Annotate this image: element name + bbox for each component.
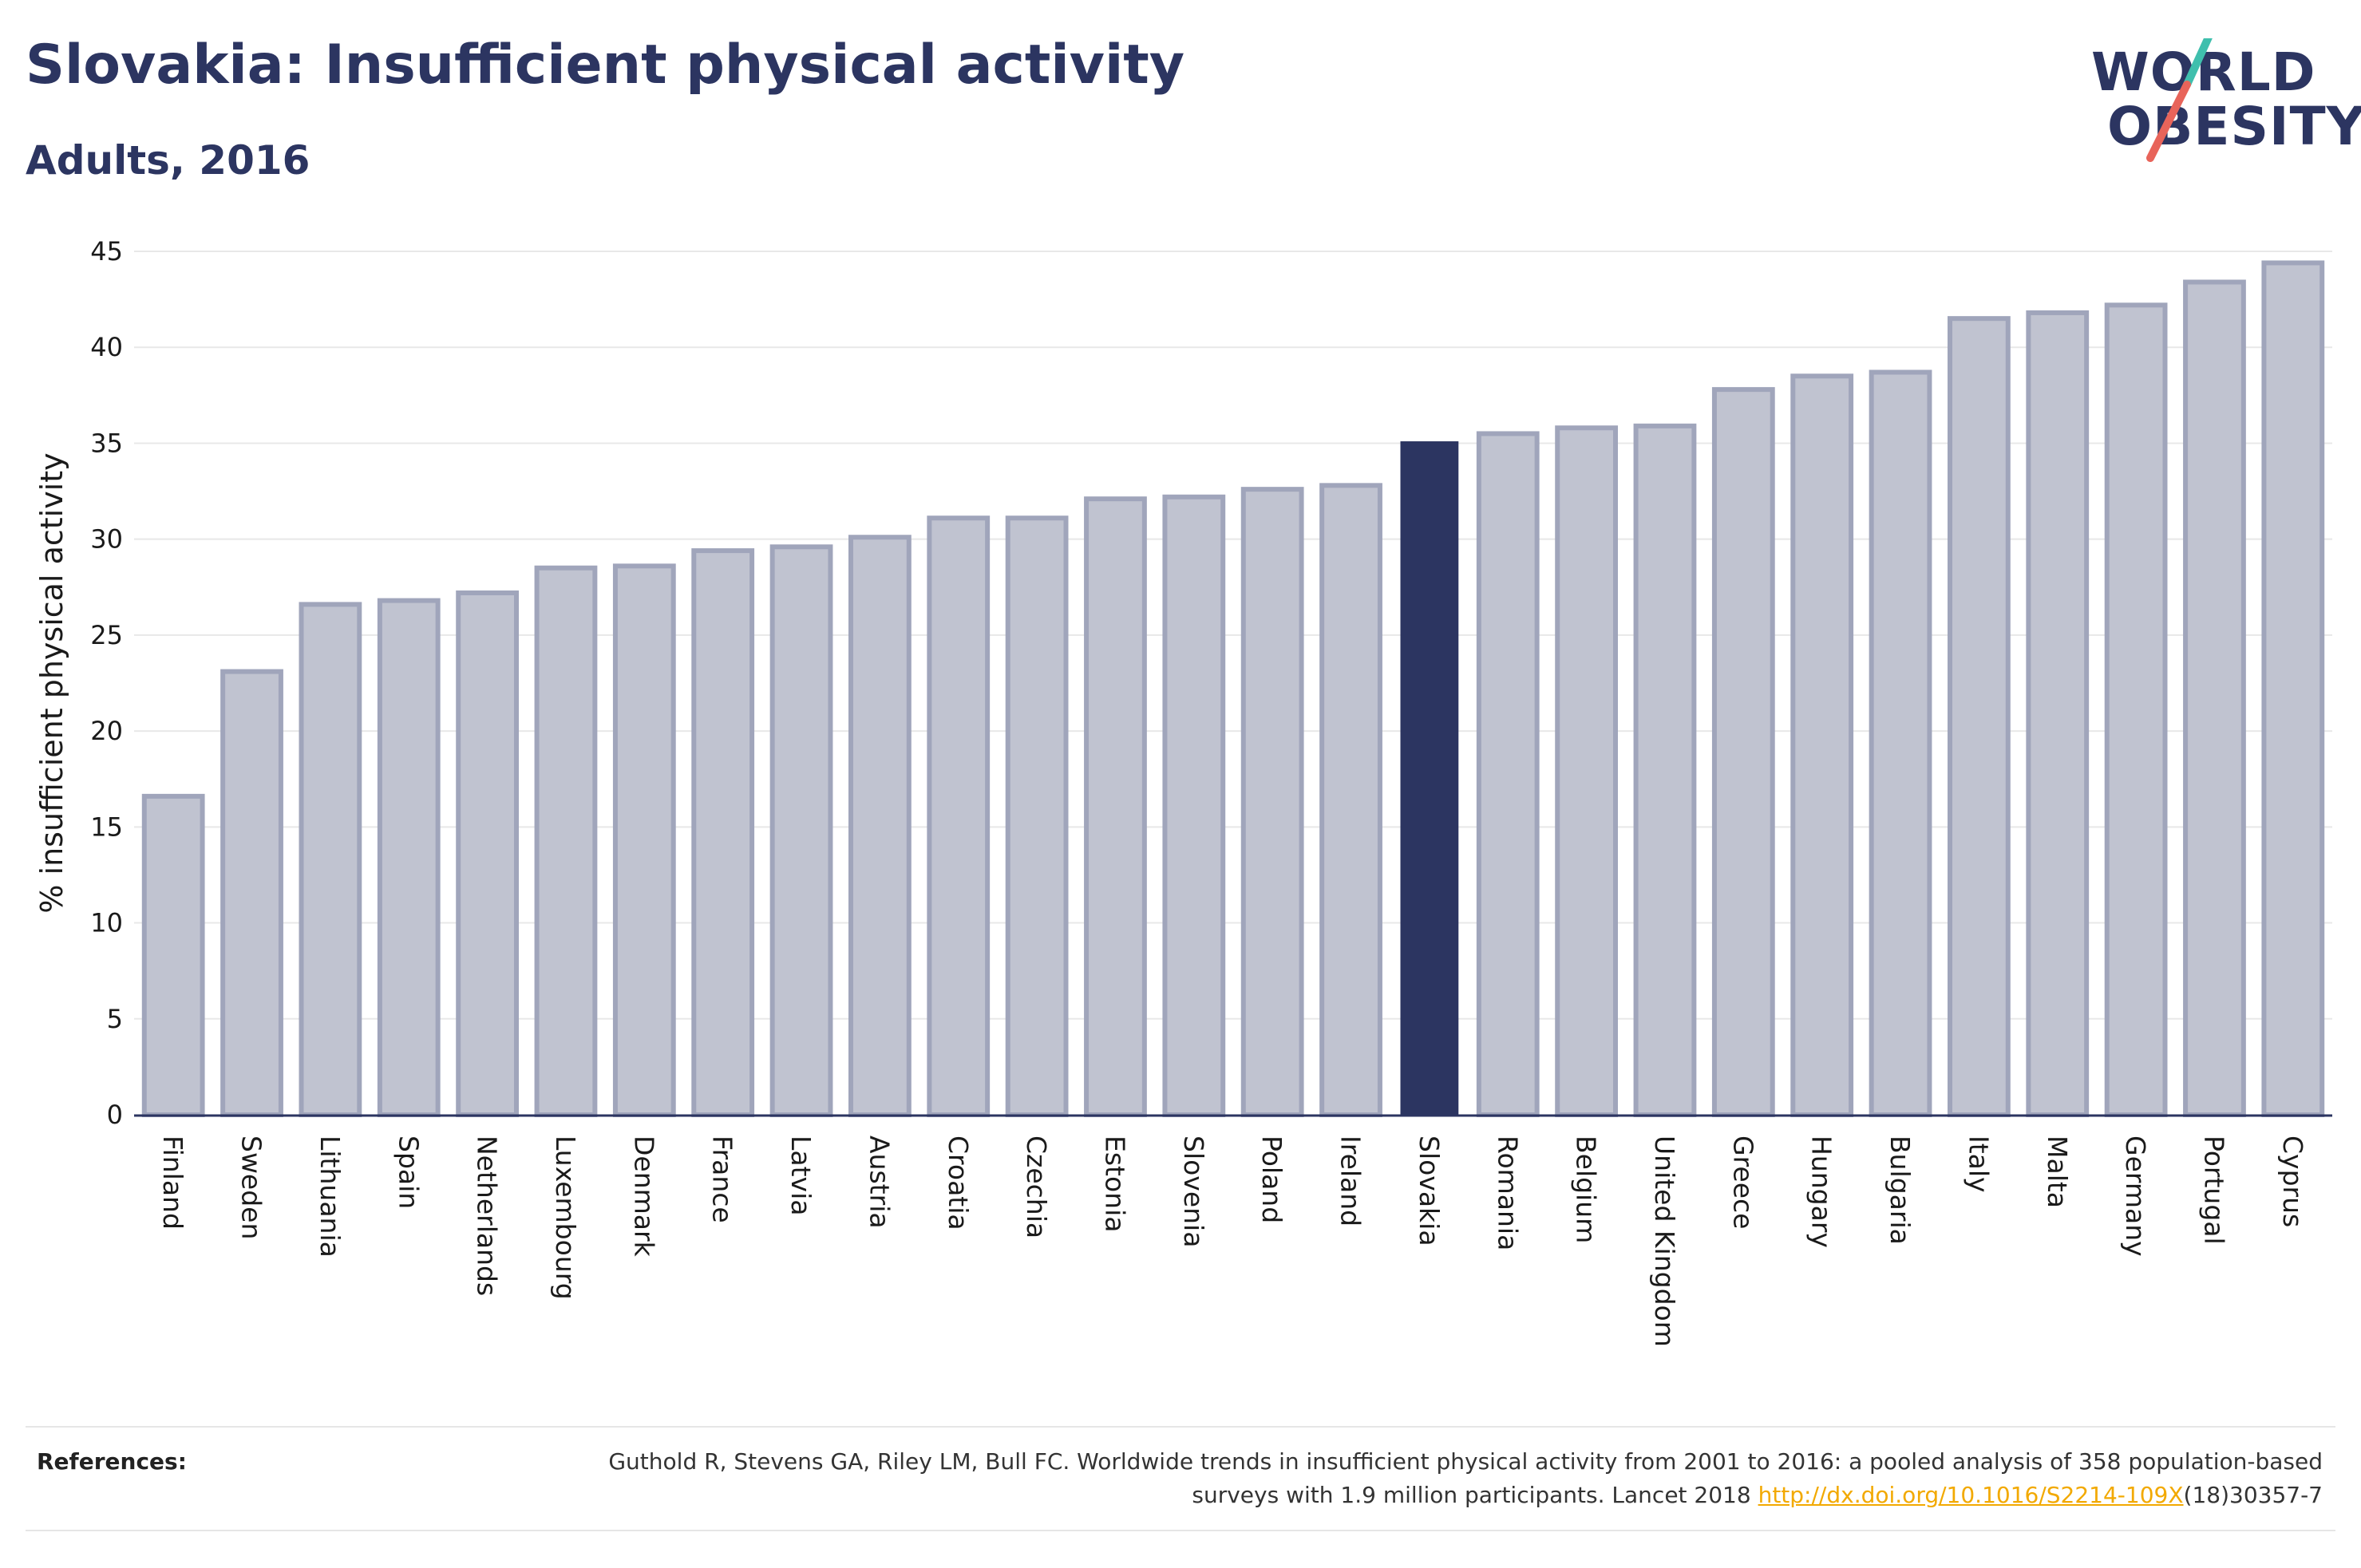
y-tick-label: 45 — [90, 236, 123, 267]
x-tick-label: Poland — [1256, 1136, 1287, 1223]
references-panel: References: Guthold R, Stevens GA, Riley… — [26, 1426, 2335, 1531]
x-tick-label: Czechia — [1021, 1136, 1052, 1238]
x-tick-label: Spain — [393, 1136, 424, 1209]
y-tick-label: 5 — [107, 1004, 123, 1034]
x-tick-label: Hungary — [1806, 1136, 1837, 1248]
bar-malta — [2026, 310, 2090, 1118]
x-tick-label: Slovakia — [1414, 1136, 1445, 1246]
bar-bulgaria — [1869, 369, 1932, 1118]
references-label: References: — [37, 1448, 187, 1475]
references-citation: Guthold R, Stevens GA, Riley LM, Bull FC… — [608, 1448, 2323, 1508]
bar-netherlands — [456, 590, 519, 1118]
bar-luxembourg — [534, 565, 598, 1117]
x-axis-ticks: Finland Sweden Lithuania Spain Netherlands Lu… — [157, 1136, 2308, 1347]
y-tick-label: 25 — [90, 620, 123, 650]
bar-belgium — [1555, 425, 1618, 1118]
bar-united-kingdom — [1633, 423, 1697, 1117]
bar-france — [691, 548, 755, 1117]
x-tick-label: Croatia — [943, 1136, 974, 1230]
bar-croatia — [927, 515, 991, 1117]
x-tick-label: Austria — [864, 1136, 895, 1229]
x-tick-label: Cyprus — [2277, 1136, 2308, 1227]
references-text: Guthold R, Stevens GA, Riley LM, Bull FC… — [567, 1445, 2323, 1512]
y-tick-label: 20 — [90, 716, 123, 746]
bar-chart: 0 5 10 15 20 25 30 35 40 45 Finland Sweden Lithuani… — [34, 236, 2332, 1347]
bars — [141, 260, 2325, 1118]
x-tick-label: Estonia — [1099, 1136, 1130, 1232]
x-tick-label: Bulgaria — [1884, 1136, 1916, 1245]
x-tick-label: Portugal — [2198, 1136, 2229, 1245]
y-tick-label: 15 — [90, 812, 123, 842]
bar-estonia — [1084, 496, 1147, 1117]
x-tick-label: Ireland — [1335, 1136, 1366, 1226]
bar-denmark — [612, 563, 676, 1117]
bar-cyprus — [2261, 260, 2325, 1118]
x-tick-label: Netherlands — [472, 1136, 503, 1296]
x-tick-label: Malta — [2042, 1136, 2073, 1208]
bar-portugal — [2183, 279, 2246, 1118]
x-tick-label: Sweden — [236, 1136, 267, 1239]
x-tick-label: Greece — [1727, 1136, 1758, 1229]
bar-greece — [1711, 387, 1775, 1117]
y-tick-label: 0 — [107, 1100, 123, 1130]
x-tick-label: Germany — [2120, 1136, 2151, 1257]
x-tick-label: Latvia — [785, 1136, 817, 1215]
bar-latvia — [769, 544, 833, 1118]
x-tick-label: Denmark — [628, 1136, 659, 1258]
bar-germany — [2104, 302, 2168, 1117]
bar-ireland — [1319, 483, 1382, 1117]
bar-poland — [1240, 487, 1304, 1117]
bar-spain — [377, 598, 441, 1117]
references-doi-link[interactable]: http://dx.doi.org/10.1016/S2214-109X — [1758, 1482, 2184, 1508]
x-tick-label: Romania — [1492, 1136, 1523, 1250]
x-tick-label: Belgium — [1571, 1136, 1602, 1243]
bar-hungary — [1790, 373, 1854, 1118]
logo-slash-icon — [2146, 38, 2213, 162]
x-tick-label: Luxembourg — [550, 1136, 581, 1300]
references-citation-suffix: (18)30357-7 — [2183, 1482, 2323, 1508]
y-tick-label: 10 — [90, 908, 123, 938]
y-axis-label: % insufficient physical activity — [34, 452, 69, 913]
world-obesity-logo: WORLD OBESITY — [2075, 38, 2361, 174]
bar-sweden — [220, 669, 283, 1117]
x-tick-label: Lithuania — [314, 1136, 346, 1258]
y-axis-ticks: 0 5 10 15 20 25 30 35 40 45 — [90, 236, 123, 1130]
bar-italy — [1948, 316, 2011, 1117]
chart-subtitle: Adults, 2016 — [26, 137, 310, 184]
x-tick-label: Finland — [157, 1136, 188, 1230]
bar-lithuania — [299, 602, 362, 1117]
bar-finland — [141, 793, 205, 1118]
bar-slovakia — [1400, 441, 1459, 1115]
chart-title: Slovakia: Insufficient physical activity — [26, 34, 1185, 97]
logo-line2: OBESITY — [2107, 96, 2361, 157]
x-tick-label: France — [707, 1136, 738, 1223]
y-tick-label: 35 — [90, 428, 123, 458]
bar-czechia — [1005, 515, 1069, 1117]
bar-slovenia — [1162, 494, 1226, 1118]
y-tick-label: 30 — [90, 524, 123, 555]
bar-austria — [848, 535, 912, 1117]
y-tick-label: 40 — [90, 332, 123, 362]
x-tick-label: Slovenia — [1178, 1136, 1209, 1247]
x-tick-label: Italy — [1963, 1136, 1994, 1193]
bar-romania — [1476, 431, 1540, 1117]
x-tick-label: United Kingdom — [1649, 1136, 1680, 1347]
